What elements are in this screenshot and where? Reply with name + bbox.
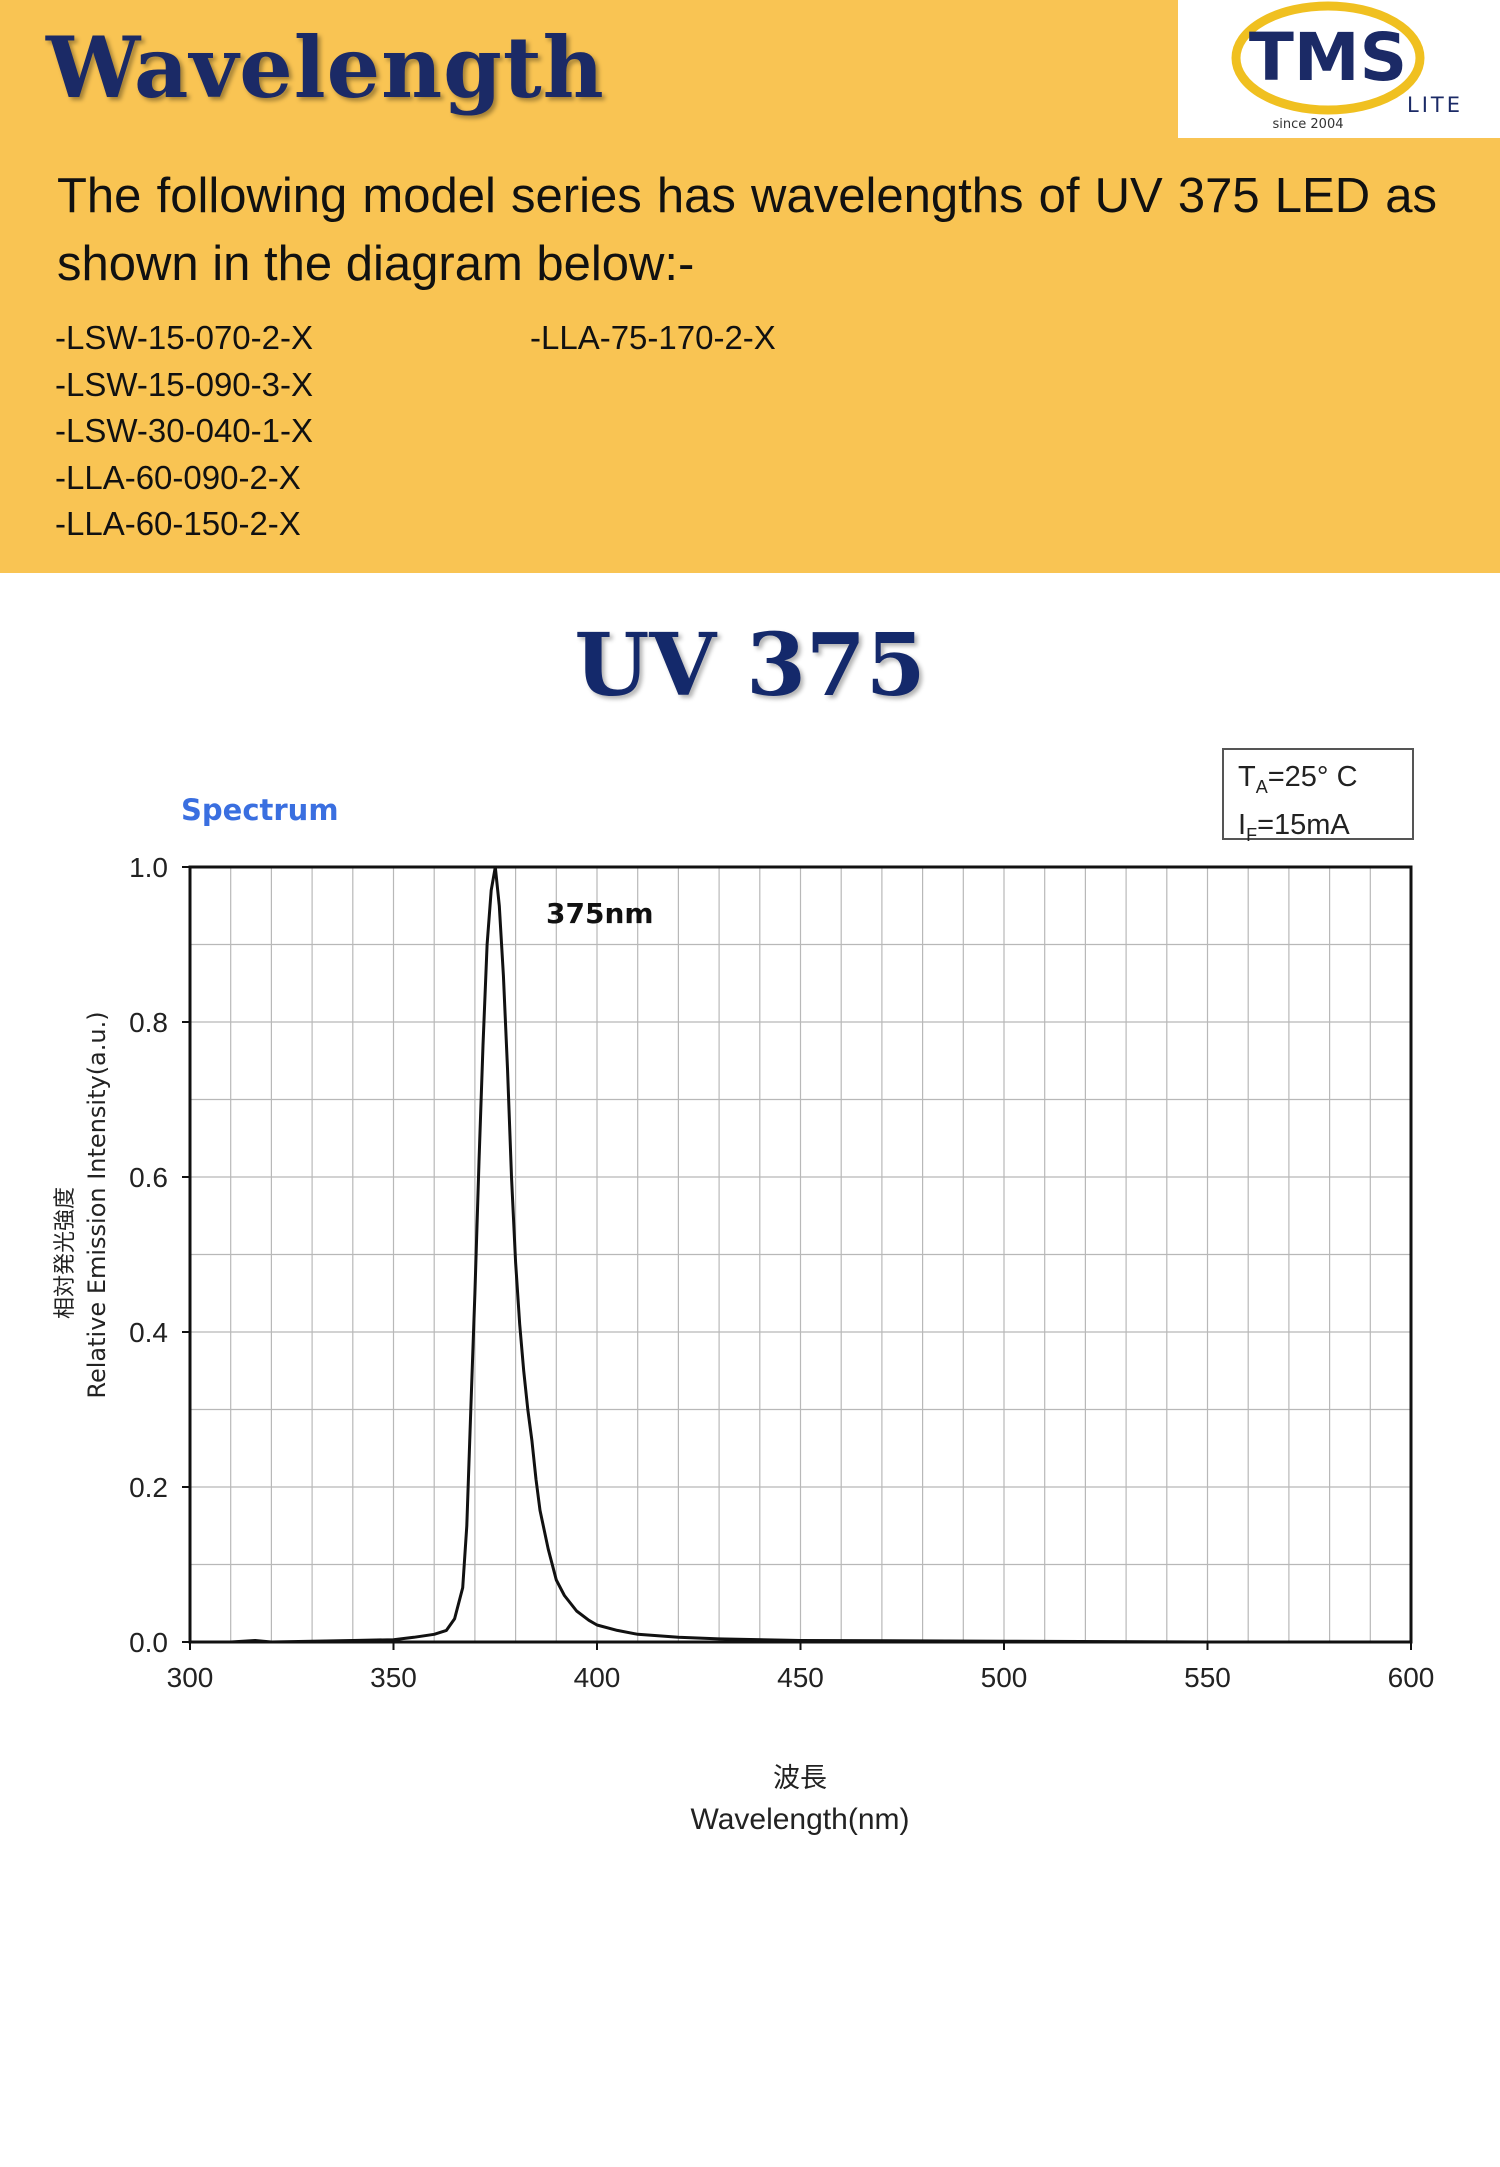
y-tick-label: 0.0 (129, 1627, 168, 1658)
spectrum-line (190, 865, 1411, 1644)
company-logo: TMS LITE since 2004 (1178, 0, 1500, 138)
y-axis-label: Relative Emission Intensity(a.u.) (83, 1011, 111, 1399)
peak-annotation: 375nm (546, 897, 654, 930)
x-tick-label: 350 (370, 1662, 417, 1693)
y-tick-label: 0.8 (129, 1007, 168, 1038)
y-axis-label-jp: 相対発光強度 (53, 1187, 78, 1320)
logo-sub: LITE (1407, 93, 1463, 117)
condition-if: IF=15mA (1238, 808, 1350, 845)
x-tick-label: 500 (981, 1662, 1028, 1693)
x-axis-label-jp: 波長 (773, 1763, 827, 1794)
y-tick-label: 1.0 (129, 852, 168, 883)
condition-ta: TA=25° C (1238, 761, 1358, 797)
model-item: -LSW-30-040-1-X (55, 412, 313, 449)
y-tick-label: 0.2 (129, 1472, 168, 1503)
model-item: -LLA-60-150-2-X (55, 505, 301, 542)
logo-brand: TMS (1249, 19, 1407, 96)
chart-title: Spectrum (181, 793, 339, 827)
model-item: -LLA-60-090-2-X (55, 458, 301, 496)
x-axis-label: Wavelength(nm) (690, 1803, 910, 1836)
x-tick-label: 600 (1388, 1662, 1435, 1693)
model-list-right: -LLA-75-170-2-X (530, 315, 776, 362)
x-tick-label: 400 (574, 1662, 621, 1693)
x-tick-label: 550 (1184, 1662, 1231, 1693)
model-item: -LSW-15-090-3-X (55, 365, 313, 403)
model-item: -LLA-75-170-2-X (530, 319, 776, 356)
y-tick-label: 0.6 (129, 1162, 168, 1193)
model-item: -LSW-15-070-2-X (55, 319, 313, 356)
x-tick-label: 450 (777, 1662, 824, 1693)
y-tick-label: 0.4 (129, 1317, 168, 1348)
x-tick-label: 300 (167, 1662, 214, 1693)
model-list-left: -LSW-15-070-2-X -LSW-15-090-3-X -LSW-30-04… (55, 315, 313, 548)
intro-text: The following model series has wavelengt… (57, 169, 1437, 291)
logo-ring (1231, 1, 1425, 115)
logo-since: since 2004 (1273, 117, 1344, 132)
chart-heading: UV 375 (574, 615, 926, 716)
page-title: Wavelength (46, 18, 605, 117)
test-conditions: TA=25° C IF=15mA (1222, 748, 1414, 845)
